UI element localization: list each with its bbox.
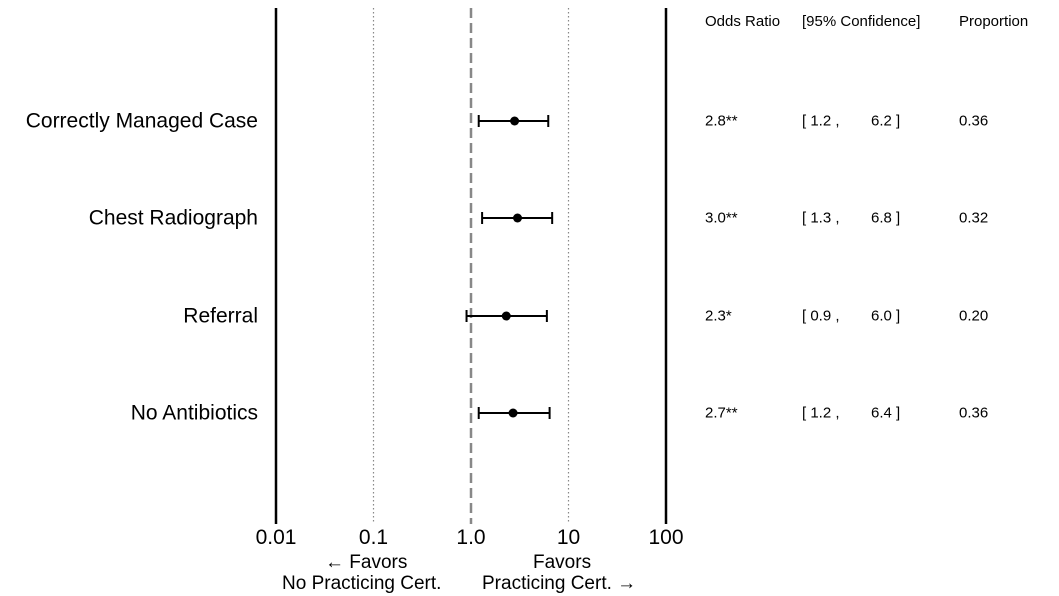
point-estimate	[510, 116, 520, 126]
x-tick-label: 1.0	[456, 526, 486, 549]
point-estimate	[508, 408, 518, 418]
proportion-value: 0.20	[959, 307, 989, 325]
ci-high-value: 6.0 ]	[871, 307, 901, 325]
ci-low-value: [ 0.9 ,	[802, 307, 840, 325]
ci-low-value: [ 1.2 ,	[802, 112, 840, 130]
ci-high-value: 6.8 ]	[871, 209, 901, 227]
row-label: No Antibiotics	[130, 401, 258, 425]
footer-right-line1: Favors	[533, 552, 592, 573]
row-label: Referral	[183, 304, 258, 328]
odds-ratio-value: 2.8**	[705, 112, 738, 130]
footer-left-line2: No Practicing Cert.	[282, 573, 442, 594]
x-tick-label: 10	[556, 526, 581, 549]
odds-ratio-value: 3.0**	[705, 209, 738, 227]
ci-low-value: [ 1.3 ,	[802, 209, 840, 227]
point-estimate	[501, 311, 511, 321]
point-estimate	[513, 213, 523, 223]
proportion-value: 0.32	[959, 209, 989, 227]
x-tick-label: 100	[648, 526, 684, 549]
x-tick-label: 0.1	[358, 526, 389, 549]
row-label: Chest Radiograph	[88, 206, 258, 230]
header-odds-ratio: Odds Ratio	[705, 13, 781, 30]
header-confidence: [95% Confidence]	[802, 13, 921, 30]
ci-high-value: 6.4 ]	[871, 404, 901, 422]
proportion-value: 0.36	[959, 404, 989, 422]
x-tick-label: 0.01	[255, 526, 297, 549]
odds-ratio-value: 2.3*	[705, 307, 732, 325]
footer-right-line2: Practicing Cert. →	[482, 573, 637, 594]
header-proportion: Proportion	[959, 13, 1029, 30]
footer-left-line1: ← Favors	[325, 552, 408, 573]
proportion-value: 0.36	[959, 112, 989, 130]
ci-low-value: [ 1.2 ,	[802, 404, 840, 422]
ci-high-value: 6.2 ]	[871, 112, 901, 130]
row-label: Correctly Managed Case	[25, 109, 258, 133]
odds-ratio-value: 2.7**	[705, 404, 738, 422]
